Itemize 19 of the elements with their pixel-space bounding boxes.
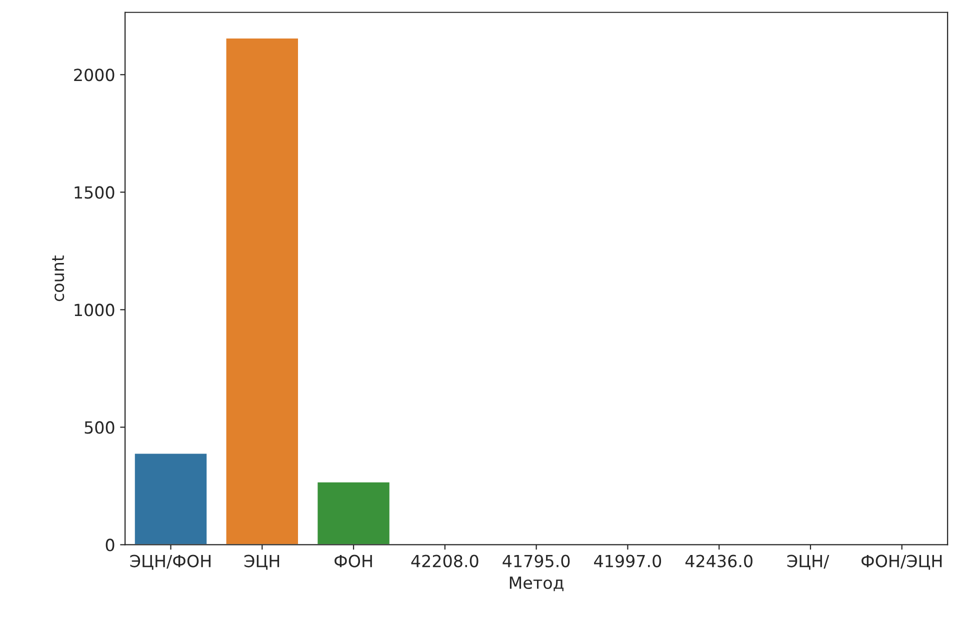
x-tick-label: ЭЦН/ xyxy=(787,554,830,570)
x-tick-label: ЭЦН/ФОН xyxy=(130,554,210,570)
y-tick-label: 0 xyxy=(106,538,114,552)
y-tick-label: 2000 xyxy=(74,68,114,82)
y-tick-label: 1000 xyxy=(74,304,114,316)
x-tick-label: 41997.0 xyxy=(594,554,662,568)
y-tick-label: 1500 xyxy=(74,186,114,199)
x-tick-label: 42436.0 xyxy=(685,554,752,568)
bar xyxy=(134,452,208,545)
x-axis-title: Метод xyxy=(510,576,564,592)
x-tick-label: 42208.0 xyxy=(411,554,478,568)
bar xyxy=(316,481,391,545)
x-tick-label: ФОН/ЭЦН xyxy=(861,554,942,570)
y-tick-label: 500 xyxy=(84,421,114,434)
x-tick-label: ЭЦН xyxy=(244,554,280,570)
y-axis-title: count xyxy=(52,255,64,302)
x-tick-label: ФОН xyxy=(334,554,372,568)
x-tick-label: 41795.0 xyxy=(502,554,570,568)
bar xyxy=(224,37,300,545)
